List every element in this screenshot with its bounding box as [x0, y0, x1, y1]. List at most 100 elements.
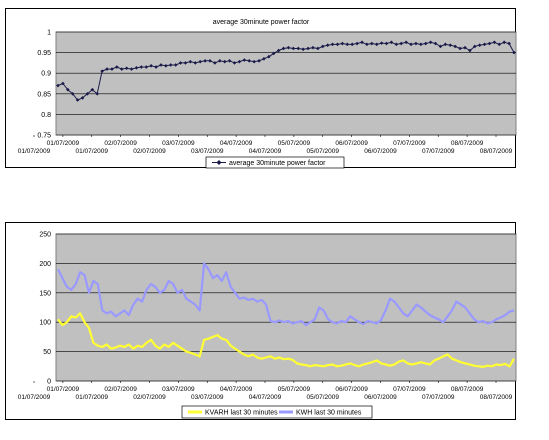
data-point: [159, 63, 163, 67]
x-tick-label: 03/07/2009: [162, 386, 195, 393]
x-tick-label: 08/07/2009: [451, 386, 484, 393]
data-point: [232, 61, 237, 65]
data-point: [61, 81, 65, 86]
x-tick-label: 01/07/2009: [75, 148, 108, 155]
data-point: [124, 66, 129, 71]
legend-marker-pf: [216, 160, 222, 165]
x-tick-label: 04/07/2009: [220, 140, 253, 147]
data-point: [433, 41, 438, 46]
data-point: [262, 56, 266, 61]
data-point: [443, 42, 448, 47]
x-tick-label: 03/07/2009: [191, 394, 224, 401]
data-point: [355, 41, 359, 46]
data-point: [70, 92, 75, 96]
legend: average 30minute power factor: [205, 156, 345, 169]
data-point: [188, 59, 193, 64]
data-point: [213, 61, 217, 65]
x-tick-label: 06/07/2009: [364, 394, 397, 401]
data-point: [360, 40, 364, 45]
x-tick-label: 06/07/2009: [335, 140, 368, 147]
series-line-1: [57, 262, 515, 327]
y-tick-label: 50: [43, 349, 51, 356]
data-point: [173, 63, 178, 67]
data-point: [448, 43, 453, 47]
data-point: [502, 40, 506, 45]
x-tick-label: 07/07/2009: [393, 140, 426, 147]
data-point: [482, 42, 487, 47]
data-point: [330, 42, 335, 47]
y-tick-label: 0.75: [37, 133, 51, 140]
data-point: [267, 54, 271, 59]
data-point: [453, 44, 457, 49]
data-point: [56, 83, 60, 88]
data-point: [247, 59, 252, 63]
x-tick-label: 06/07/2009: [364, 148, 397, 155]
data-point: [374, 42, 379, 47]
x-axis: 01/07/200901/07/200901/07/200902/07/2009…: [18, 135, 513, 155]
series-layer: [56, 40, 516, 102]
data-point: [384, 41, 389, 46]
data-point: [222, 59, 227, 64]
data-point: [497, 42, 502, 47]
data-point: [370, 41, 374, 46]
data-point: [134, 66, 139, 70]
data-point: [325, 43, 330, 47]
data-point: [335, 42, 340, 47]
data-point: [320, 44, 325, 49]
x-tick-label: 07/07/2009: [393, 386, 426, 393]
x-tick-label: 08/07/2009: [480, 148, 513, 155]
data-point: [404, 40, 408, 45]
data-point: [154, 65, 158, 69]
data-point: [80, 96, 85, 100]
data-point: [419, 42, 423, 47]
x-tick-label: 08/07/2009: [480, 394, 513, 401]
gridlines: [56, 31, 516, 136]
x-tick-label: 04/07/2009: [249, 148, 282, 155]
gridlines: [56, 233, 516, 382]
power-factor-chart: average 30minute power factor 0.75 0.8 0.8…: [18, 19, 517, 169]
y-axis: 0 50 100 150 200 250: [39, 232, 51, 386]
x-tick-label: 06/07/2009: [335, 386, 368, 393]
x-tick-label: 08/07/2009: [451, 140, 484, 147]
data-point: [100, 69, 104, 73]
data-point: [507, 41, 511, 46]
data-point: [389, 40, 394, 45]
data-point: [139, 65, 144, 69]
data-point: [438, 44, 443, 49]
y-tick-label: 150: [39, 290, 51, 297]
data-point: [95, 92, 100, 96]
data-point: [178, 61, 183, 65]
data-point: [271, 51, 276, 56]
y-tick-label: 200: [39, 261, 51, 268]
data-point: [208, 59, 212, 63]
x-tick-label: 02/07/2009: [133, 148, 166, 155]
data-point: [218, 59, 222, 63]
x-tick-label: 04/07/2009: [220, 386, 253, 393]
x-tick-label: 02/07/2009: [104, 386, 137, 393]
data-point: [463, 45, 467, 50]
data-point: [119, 67, 124, 71]
data-point: [316, 46, 320, 51]
data-point: [301, 47, 305, 52]
x-tick-label: 03/07/2009: [162, 140, 195, 147]
legend-label-kwh: KWH last 30 minutes: [296, 410, 362, 417]
series-line-0: [57, 312, 515, 368]
data-point: [115, 65, 119, 69]
x-tick-label: 04/07/2009: [249, 394, 282, 401]
data-point: [198, 59, 202, 64]
data-point: [242, 58, 247, 62]
x-tick-label: 07/07/2009: [422, 148, 455, 155]
data-point: [409, 42, 413, 47]
data-point: [458, 46, 462, 51]
data-point: [306, 46, 310, 51]
chart-title: average 30minute power factor: [213, 19, 310, 26]
data-point: [276, 48, 281, 53]
power-factor-chart-panel: average 30minute power factor 0.75 0.8 0.8…: [5, 8, 517, 169]
data-point: [144, 65, 149, 69]
data-point: [149, 63, 153, 68]
x-tick-label: 05/07/2009: [278, 140, 311, 147]
y-tick-label: 1: [47, 30, 51, 37]
y-tick-label: 250: [39, 232, 51, 239]
kvarh-kwh-chart-panel: 0 50 100 150 200 250 01/07/2009 01/07/2009 01/0…: [5, 222, 517, 420]
data-point: [164, 63, 168, 68]
